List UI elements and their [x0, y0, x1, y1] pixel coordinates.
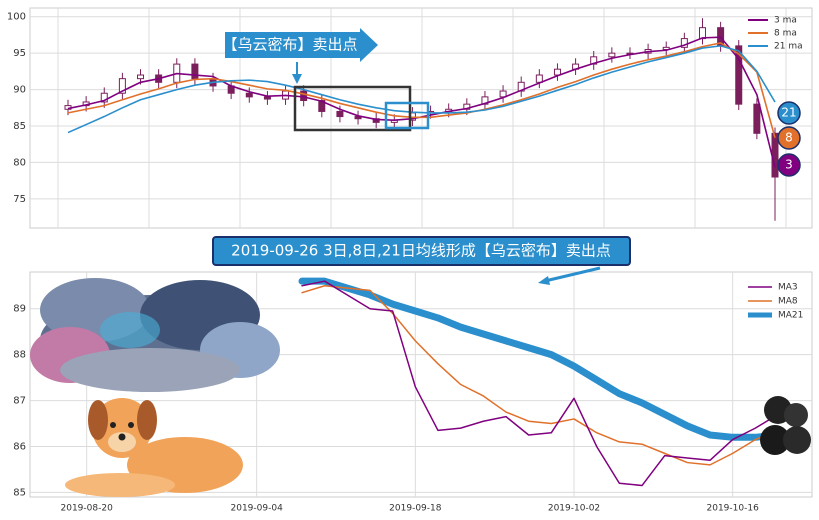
- banner-arrow: [544, 266, 601, 283]
- y-tick-label: 95: [13, 48, 26, 59]
- legend-label: 3 ma: [774, 16, 797, 26]
- y-tick-label: 86: [13, 441, 26, 452]
- y-tick-label: 90: [13, 85, 26, 96]
- end-badge-label: 3: [785, 158, 793, 172]
- y-tick-label: 100: [7, 12, 26, 23]
- y-tick-label: 88: [13, 350, 26, 361]
- candle-body: [753, 103, 761, 134]
- legend-label: MA21: [778, 311, 803, 321]
- legend-label: 8 ma: [774, 29, 797, 39]
- y-tick-label: 85: [13, 121, 26, 132]
- x-tick-label: 2019-09-04: [231, 504, 284, 514]
- ma-line: [301, 285, 779, 466]
- x-tick-label: 2019-09-18: [389, 504, 442, 514]
- legend-label: MA3: [778, 283, 798, 293]
- candle-body: [608, 52, 616, 58]
- callout-arrow: [225, 28, 378, 62]
- y-tick-label: 85: [13, 487, 26, 498]
- candle-body: [336, 110, 344, 118]
- cloud-illustration: [30, 278, 280, 392]
- candle-body: [118, 78, 126, 94]
- labels: 75 80 85 90 95 100 3 ma 8 ma 21 ma 3 8 21 2019-08-20…: [7, 12, 803, 514]
- candle-body: [191, 63, 199, 80]
- y-tick-label: 80: [13, 157, 26, 168]
- black-cloud: [760, 396, 811, 455]
- pointer-head: [292, 74, 302, 84]
- banner: 2019-09-26 3日,8日,21日均线形成【乌云密布】卖出点: [212, 236, 631, 285]
- legend-label: MA8: [778, 297, 798, 307]
- candle-body: [698, 27, 706, 40]
- candle-body: [263, 96, 271, 100]
- ma-line: [301, 280, 779, 487]
- x-tick-label: 2019-08-20: [61, 504, 114, 514]
- banner-text: 2019-09-26 3日,8日,21日均线形成【乌云密布】卖出点: [231, 242, 611, 260]
- ma-line: [67, 42, 776, 138]
- candle-body: [771, 132, 779, 178]
- y-tick-label: 75: [13, 194, 26, 205]
- y-tick-label: 89: [13, 304, 26, 315]
- end-badge-label: 8: [785, 131, 793, 145]
- y-tick-label: 87: [13, 396, 26, 407]
- candle-body: [535, 74, 543, 83]
- legend-label: 21 ma: [774, 42, 803, 52]
- x-tick-label: 2019-10-16: [707, 504, 760, 514]
- candle-body: [735, 45, 743, 105]
- banner-arrow-head: [538, 276, 550, 285]
- candle-body: [100, 92, 108, 103]
- marks: [64, 18, 782, 487]
- candle-body: [245, 92, 253, 98]
- end-badge-label: 21: [781, 106, 796, 120]
- x-tick-label: 2019-10-02: [548, 504, 600, 514]
- end-badge: [777, 126, 801, 150]
- candle-body: [137, 74, 145, 80]
- end-badge: [777, 101, 801, 125]
- callout: 【乌云密布】卖出点: [222, 28, 430, 132]
- ma-line: [298, 277, 782, 441]
- dog-illustration: [65, 398, 243, 497]
- banner-box: [212, 236, 631, 266]
- highlight-box: [384, 101, 430, 130]
- end-badge: [777, 153, 801, 177]
- highlight-box: [293, 85, 412, 132]
- candle-body: [300, 90, 308, 102]
- ma-line: [67, 45, 776, 134]
- callout-text: 【乌云密布】卖出点: [222, 36, 357, 54]
- candle-body: [680, 38, 688, 48]
